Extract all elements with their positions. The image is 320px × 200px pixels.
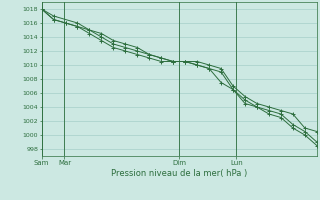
X-axis label: Pression niveau de la mer( hPa ): Pression niveau de la mer( hPa ) (111, 169, 247, 178)
